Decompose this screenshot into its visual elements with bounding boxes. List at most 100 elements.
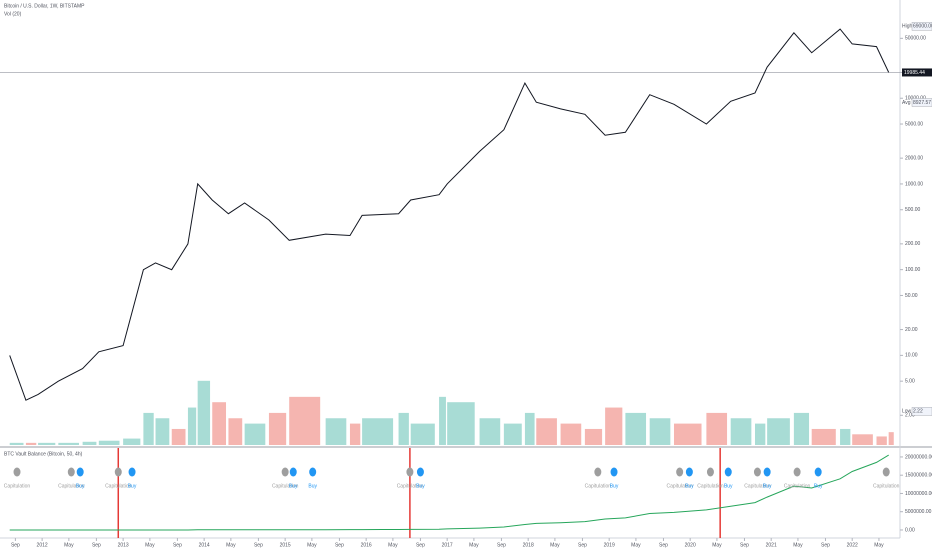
y-tick-label: 2000.00 [905,155,923,161]
volume-bar [123,438,141,445]
volume-bar [268,412,287,445]
x-tick-label: May [793,542,803,548]
signal-dot [416,467,424,477]
x-tick-label: May [388,542,398,548]
y-tick-label: 500.00 [905,207,921,213]
volume-bar [479,418,501,445]
signal-dot [114,467,122,477]
signal-dot [676,467,684,477]
x-tick-label: Sep [173,542,182,548]
x-tick-label: Sep [659,542,668,548]
signal-label: Capitulation [58,483,85,489]
x-tick-label: May [307,542,317,548]
x-tick-label: May [145,542,155,548]
volume-bar [9,442,24,445]
marker-value: 8927.57 [913,100,931,106]
x-tick-label: Sep [335,542,344,548]
marker-value: 69000.00 [913,24,932,30]
volume-bar [38,442,56,445]
y-tick-label: 5.00 [905,378,915,384]
signal-dot [814,467,822,477]
volume-bar [560,423,582,445]
signal-label: Capitulation [744,483,771,489]
signal-label: Buy [814,483,823,489]
x-tick-label: 2020 [685,542,696,548]
volume-bar [706,412,728,445]
x-tick-label: May [631,542,641,548]
signal-dot [309,467,317,477]
signal-label: Buy [289,483,298,489]
signal-dot [793,467,801,477]
volume-bar [212,402,227,445]
x-tick-label: Sep [11,542,20,548]
x-tick-label: Sep [92,542,101,548]
volume-bar [811,428,836,445]
marker-value: 2.22 [913,409,923,415]
x-tick-label: 2012 [37,542,48,548]
volume-bar [439,396,446,445]
signal-label: Capitulation [585,483,612,489]
volume-bar [349,423,361,445]
x-tick-label: 2019 [604,542,615,548]
y-tick-label: 200.00 [905,241,921,247]
volume-bar [410,423,435,445]
volume-bar [187,407,197,445]
volume-bar [840,428,851,445]
x-tick-label: May [874,542,884,548]
y-tick-label: 0.00 [905,527,915,533]
y-tick-label: 5000.00 [905,121,923,127]
y-tick-label: 1000.00 [905,181,923,187]
signal-label: Capitulation [4,483,31,489]
volume-bar [503,423,522,445]
marker-name: Low [902,409,912,415]
volume-bar [228,418,243,445]
series-line [9,454,889,531]
volume-bar [876,436,887,445]
y-tick-label: 10.00 [905,353,918,359]
y-tick-label: 50.00 [905,293,918,299]
y-tick-label: 20.00 [905,327,918,333]
x-tick-label: May [712,542,722,548]
signal-label: Capitulation [873,483,900,489]
volume-bar [625,412,647,445]
signal-label: Buy [416,483,425,489]
last-price-box [902,68,932,77]
signal-dot [610,467,618,477]
last-price-label: 19985.44 [904,70,925,76]
y-tick-label: 10000000.00 [905,491,932,497]
volume-bar [58,442,79,445]
signal-label: Buy [76,483,85,489]
signal-dot [882,467,890,477]
volume-bar [197,380,211,445]
volume-bar [362,418,394,445]
signal-label: Buy [685,483,694,489]
x-tick-label: 2016 [361,542,372,548]
x-tick-label: 2018 [523,542,534,548]
x-tick-label: 2013 [118,542,129,548]
signal-dot [13,467,21,477]
x-tick-label: Sep [821,542,830,548]
x-tick-label: May [226,542,236,548]
volume-bar [244,423,266,445]
volume-bar [325,418,347,445]
volume-bar [888,432,894,445]
volume-bar [289,396,321,445]
volume-bar [852,434,873,445]
volume-bar [447,402,475,445]
volume-bar [793,412,810,445]
volume-bar [536,418,557,445]
volume-bar [524,412,535,445]
volume-bar [25,442,37,445]
signal-label: Buy [724,483,733,489]
series-line [9,28,890,401]
signal-label: Capitulation [784,483,811,489]
x-tick-label: Sep [497,542,506,548]
signal-dot [406,467,414,477]
x-tick-label: Sep [416,542,425,548]
signal-label: Buy [308,483,317,489]
signal-dot [281,467,289,477]
marker-name: High [902,24,913,30]
x-tick-label: 2021 [766,542,777,548]
x-tick-label: 2014 [199,542,210,548]
